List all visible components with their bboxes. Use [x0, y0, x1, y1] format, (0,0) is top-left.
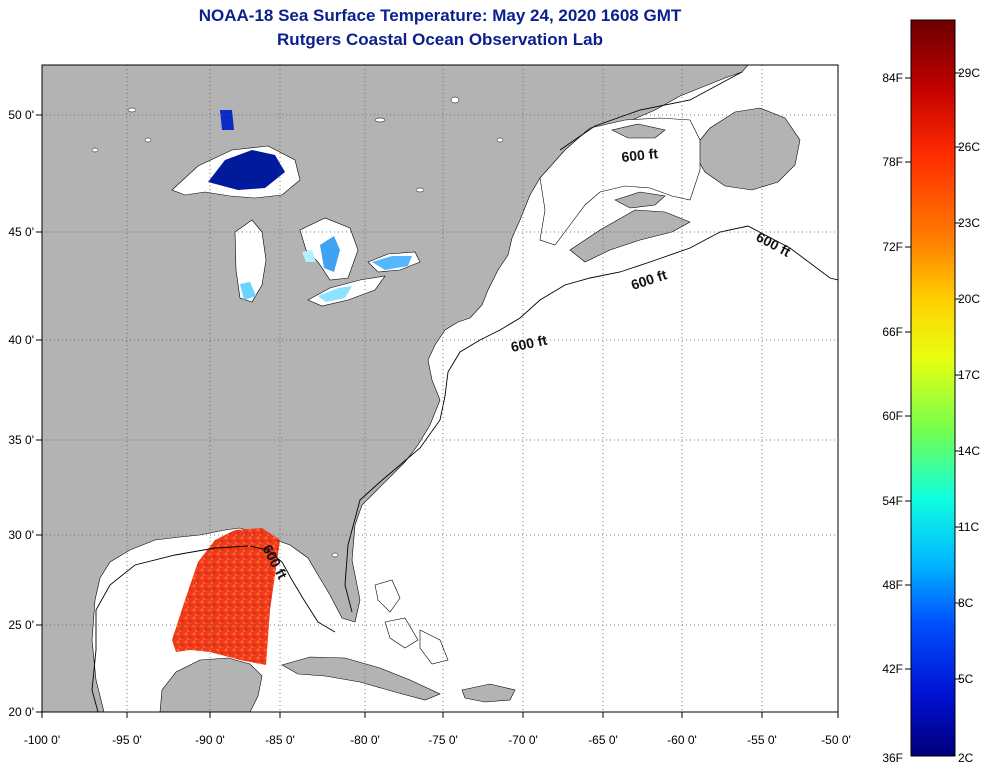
- colorbar-label-c: 23C: [958, 216, 980, 230]
- colorbar-label-c: 17C: [958, 368, 980, 382]
- colorbar-label-f: 42F: [882, 662, 903, 676]
- colorbar: [910, 19, 956, 757]
- pei-land: [614, 191, 666, 209]
- contour-label-mid-atlantic: 600 ft: [509, 332, 548, 355]
- colorbar-label-f: 54F: [882, 494, 903, 508]
- lon-label: -100 0': [24, 733, 60, 747]
- lon-label: -55 0': [747, 733, 777, 747]
- lat-label: 35 0': [8, 433, 34, 447]
- lake-temperature-overlays: [208, 110, 412, 302]
- nova-scotia-land: [569, 209, 691, 263]
- lake-michigan: [234, 219, 267, 303]
- lon-label: -95 0': [112, 733, 142, 747]
- chart-subtitle: Rutgers Coastal Ocean Observation Lab: [277, 30, 603, 49]
- colorbar-label-f: 72F: [882, 240, 903, 254]
- lon-label: -90 0': [195, 733, 225, 747]
- colorbar-label-c: 29C: [958, 66, 980, 80]
- colorbar-label-c: 5C: [958, 672, 974, 686]
- gulf-of-mexico-sst-swath: [172, 528, 280, 665]
- lat-label: 30 0': [8, 528, 34, 542]
- yucatan-land: [159, 657, 263, 712]
- colorbar-label-f: 60F: [882, 409, 903, 423]
- lon-label: -65 0': [588, 733, 618, 747]
- chart-title: NOAA-18 Sea Surface Temperature: May 24,…: [198, 6, 682, 25]
- lon-label: -75 0': [428, 733, 458, 747]
- map-frame: [41, 64, 839, 713]
- lon-label: -70 0': [508, 733, 538, 747]
- small-inland-lakes: [91, 96, 504, 558]
- colorbar-ticks: [905, 72, 961, 680]
- colorbar-label-f: 84F: [882, 71, 903, 85]
- colorbar-label-c: 11C: [958, 520, 979, 534]
- contour-label-st-lawrence: 600 ft: [621, 145, 659, 165]
- lat-label: 40 0': [8, 333, 34, 347]
- lon-label: -60 0': [667, 733, 697, 747]
- lat-label: 25 0': [8, 618, 34, 632]
- colorbar-label-c: 14C: [958, 444, 980, 458]
- graticule: [42, 65, 838, 712]
- colorbar-label-f: 78F: [882, 155, 903, 169]
- colorbar-label-f: 48F: [882, 578, 903, 592]
- lat-label: 45 0': [8, 225, 34, 239]
- lon-label: -80 0': [350, 733, 380, 747]
- gulf-of-st-lawrence: [539, 117, 701, 246]
- lat-label: 20 0': [8, 705, 34, 719]
- colorbar-label-f: 66F: [882, 325, 903, 339]
- anticosti-land: [611, 123, 666, 139]
- colorbar-label-c: 8C: [958, 596, 974, 610]
- colorbar-label-c: 2C: [958, 751, 974, 765]
- colorbar-label-c: 26C: [958, 140, 980, 154]
- colorbar-label-c: 20C: [958, 292, 980, 306]
- bahamas-islands: [374, 579, 449, 665]
- contour-600ft: [91, 225, 838, 712]
- colorbar-label-f: 36F: [882, 751, 903, 765]
- lon-label: -85 0': [265, 733, 295, 747]
- axis-ticks: [36, 114, 839, 718]
- lat-label: 50 0': [8, 108, 34, 122]
- cuba-land: [281, 656, 441, 701]
- hispaniola-land: [461, 683, 516, 703]
- lon-label: -50 0': [821, 733, 851, 747]
- contour-600ft-north: [559, 71, 743, 151]
